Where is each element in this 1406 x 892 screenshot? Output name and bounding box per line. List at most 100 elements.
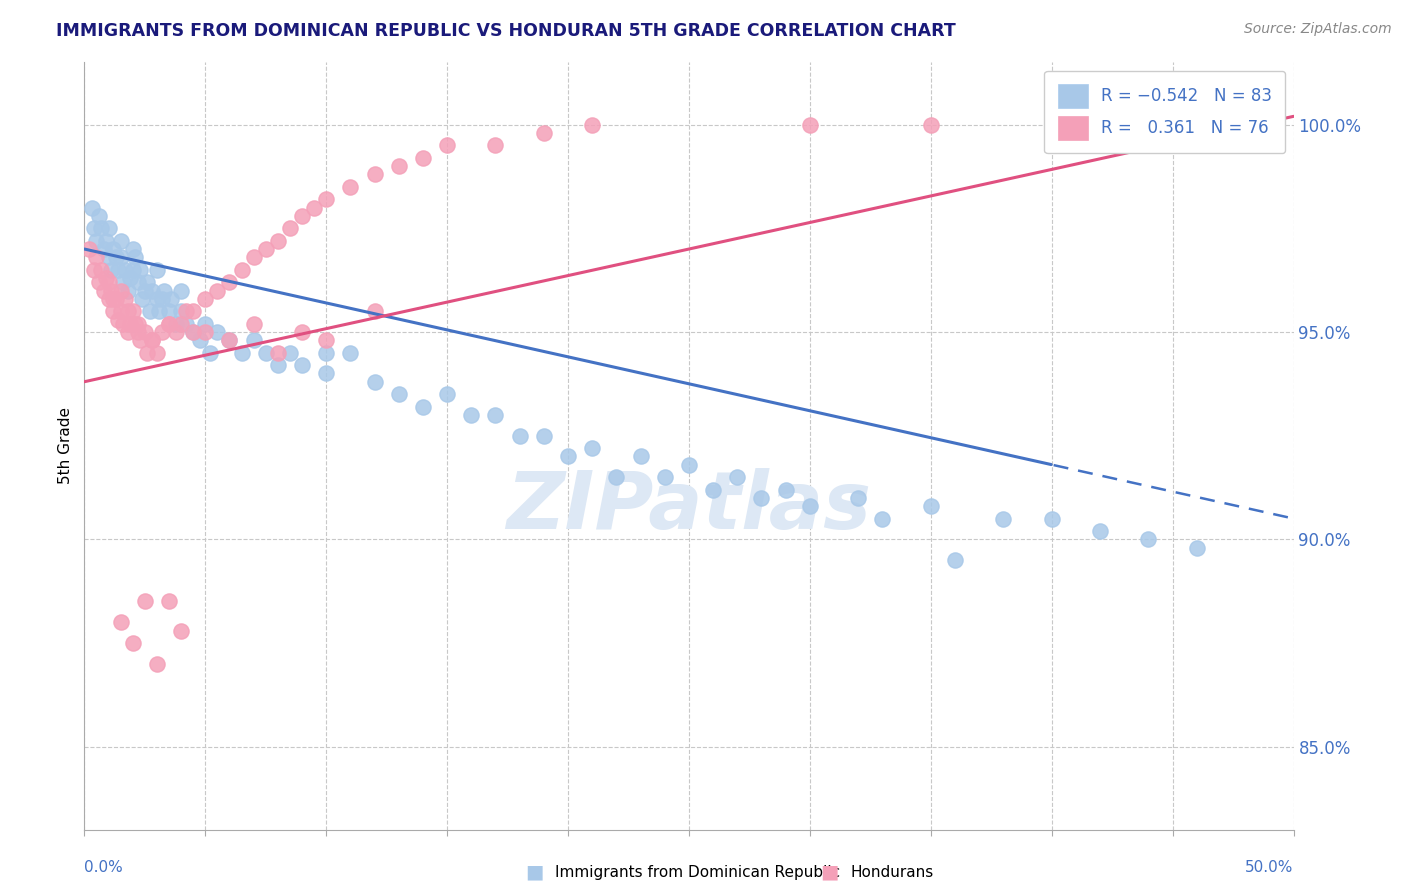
Point	[150, 292, 173, 306]
Point	[315, 333, 337, 347]
Point	[799, 499, 821, 513]
Point	[190, 333, 212, 347]
Point	[267, 234, 290, 248]
Point	[77, 242, 100, 256]
Point	[100, 262, 122, 277]
Point	[363, 375, 385, 389]
Point	[138, 304, 160, 318]
Point	[93, 284, 115, 298]
Point	[460, 408, 482, 422]
Point	[436, 387, 458, 401]
Point	[110, 615, 132, 630]
Point	[436, 138, 458, 153]
Point	[157, 317, 180, 331]
Point	[114, 292, 136, 306]
Point	[339, 179, 361, 194]
Text: Source: ZipAtlas.com: Source: ZipAtlas.com	[1244, 22, 1392, 37]
Point	[160, 292, 183, 306]
Point	[141, 284, 163, 298]
Point	[484, 408, 506, 422]
Point	[129, 262, 152, 277]
Point	[110, 250, 132, 264]
Point	[141, 333, 163, 347]
Point	[134, 325, 156, 339]
Point	[181, 325, 204, 339]
Point	[242, 250, 264, 264]
Point	[129, 333, 152, 347]
Point	[207, 284, 229, 298]
Point	[97, 221, 120, 235]
Point	[533, 428, 555, 442]
Point	[1137, 533, 1160, 547]
Point	[254, 242, 277, 256]
Point	[114, 262, 136, 277]
Point	[107, 312, 129, 326]
Point	[363, 168, 385, 182]
Text: ZIPatlas: ZIPatlas	[506, 468, 872, 547]
Point	[1161, 118, 1184, 132]
Point	[605, 470, 627, 484]
Point	[83, 221, 105, 235]
Text: Immigrants from Dominican Republic: Immigrants from Dominican Republic	[555, 865, 841, 880]
Point	[153, 284, 176, 298]
Point	[170, 624, 193, 638]
Point	[291, 325, 314, 339]
Point	[124, 250, 146, 264]
Point	[146, 657, 169, 671]
Point	[134, 594, 156, 608]
Point	[117, 304, 139, 318]
Point	[302, 201, 325, 215]
Point	[150, 325, 173, 339]
Point	[97, 292, 120, 306]
Point	[170, 304, 193, 318]
Point	[267, 345, 290, 359]
Point	[121, 636, 143, 650]
Point	[120, 317, 142, 331]
Point	[94, 271, 117, 285]
Point	[93, 242, 115, 256]
Point	[920, 118, 942, 132]
Point	[83, 262, 105, 277]
Point	[90, 262, 112, 277]
Point	[533, 126, 555, 140]
Point	[581, 118, 603, 132]
Point	[339, 345, 361, 359]
Point	[993, 511, 1015, 525]
Point	[120, 271, 142, 285]
Point	[509, 428, 531, 442]
Point	[86, 234, 108, 248]
Text: IMMIGRANTS FROM DOMINICAN REPUBLIC VS HONDURAN 5TH GRADE CORRELATION CHART: IMMIGRANTS FROM DOMINICAN REPUBLIC VS HO…	[56, 22, 956, 40]
Point	[121, 304, 143, 318]
Point	[104, 250, 127, 264]
Point	[242, 317, 264, 331]
Point	[94, 234, 117, 248]
Point	[291, 358, 314, 372]
Point	[146, 292, 169, 306]
Point	[412, 151, 434, 165]
Point	[267, 358, 290, 372]
Y-axis label: 5th Grade: 5th Grade	[58, 408, 73, 484]
Point	[581, 441, 603, 455]
Point	[107, 262, 129, 277]
Point	[112, 317, 135, 331]
Point	[110, 234, 132, 248]
Point	[165, 325, 187, 339]
Point	[127, 325, 149, 339]
Point	[86, 250, 108, 264]
Point	[702, 483, 724, 497]
Point	[207, 325, 229, 339]
Point	[141, 333, 163, 347]
Point	[97, 275, 120, 289]
Point	[751, 491, 773, 505]
Point	[278, 221, 301, 235]
Point	[131, 292, 153, 306]
Point	[1040, 118, 1063, 132]
Point	[315, 192, 337, 206]
Point	[242, 333, 264, 347]
Point	[121, 242, 143, 256]
Point	[80, 201, 103, 215]
Point	[148, 304, 170, 318]
Point	[110, 304, 132, 318]
Point	[181, 304, 204, 318]
Point	[678, 458, 700, 472]
